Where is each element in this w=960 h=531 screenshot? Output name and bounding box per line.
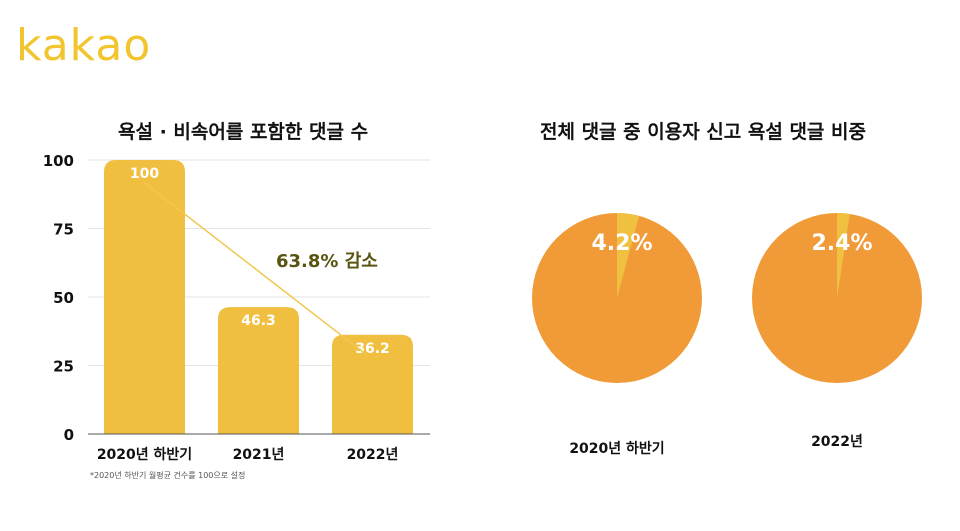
annotation: 63.8% 감소: [276, 251, 378, 272]
pie-chart-title: 전체 댓글 중 이용자 신고 욕설 댓글 비중: [540, 121, 866, 143]
bar-chart-title: 욕설 · 비속어를 포함한 댓글 수: [118, 121, 369, 143]
x-tick-label: 2022년: [347, 447, 399, 463]
y-tick-label: 0: [64, 426, 74, 444]
pie-slice: [837, 213, 850, 298]
kakao-logo: kakao: [16, 20, 152, 71]
bar: [332, 334, 413, 434]
x-tick-label: 2020년 하반기: [97, 446, 192, 463]
bar-chart: 0 25 50 75 100 100 2020년 하반기 46.3 2021년 36.2 2022년…: [43, 152, 430, 480]
data-label: 46.3: [241, 313, 276, 329]
bar: [104, 160, 185, 434]
pie-label: 2020년 하반기: [569, 440, 664, 457]
x-tick-label: 2021년: [233, 447, 285, 463]
y-tick-label: 100: [43, 152, 74, 170]
pie-charts: 4.2% 2020년 하반기 2.4% 2022년: [532, 213, 922, 457]
data-label: 36.2: [355, 341, 390, 357]
footnote: *2020년 하반기 월평균 건수를 100으로 설정: [90, 470, 245, 480]
data-label: 100: [130, 166, 159, 182]
pie-slice: [617, 213, 640, 298]
y-tick-label: 25: [53, 358, 74, 376]
trend-line: [144, 182, 367, 356]
y-tick-label: 75: [53, 221, 74, 239]
bar: [218, 307, 299, 434]
pie-label: 2022년: [811, 434, 863, 450]
y-tick-label: 50: [53, 289, 74, 307]
pie-value-label: 2.4%: [811, 231, 872, 256]
pie-value-label: 4.2%: [591, 231, 652, 256]
